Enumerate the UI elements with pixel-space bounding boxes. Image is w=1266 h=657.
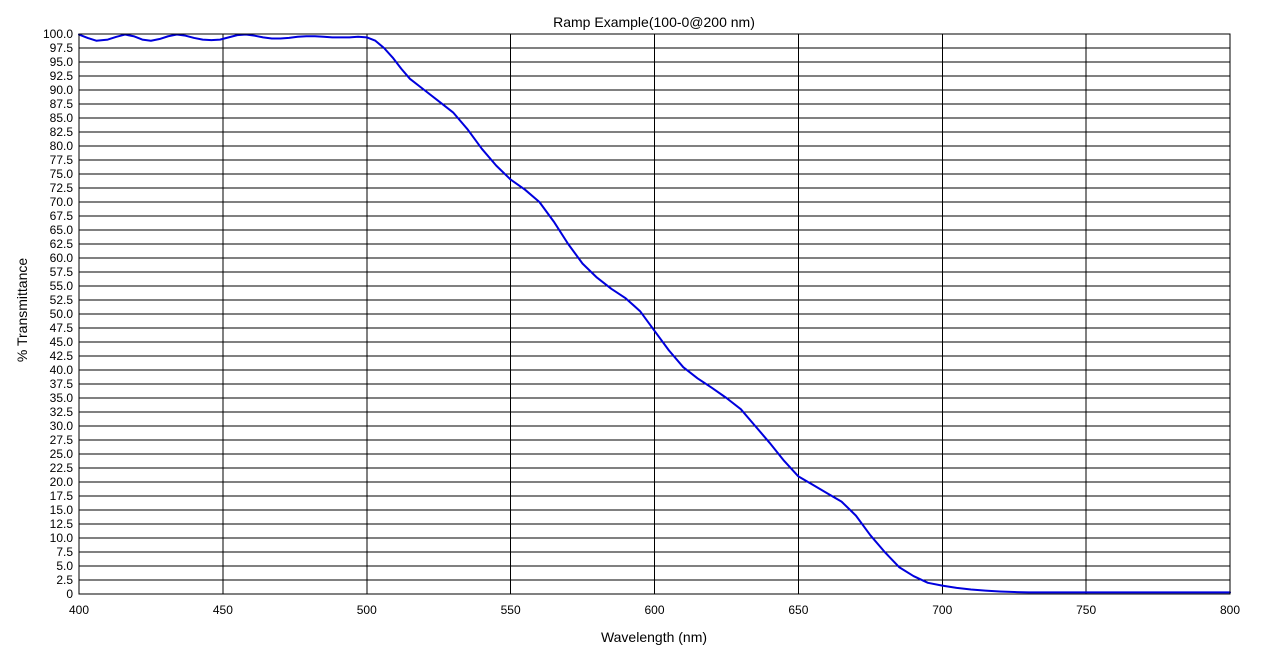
y-tick-label: 10.0: [50, 531, 74, 545]
y-tick-label: 55.0: [50, 279, 74, 293]
y-tick-label: 0: [66, 587, 73, 601]
x-tick-label: 550: [501, 603, 521, 617]
grid-lines: [78, 33, 1231, 595]
y-tick-label: 82.5: [50, 125, 74, 139]
series-line: [78, 33, 1231, 594]
y-tick-label: 75.0: [50, 167, 74, 181]
y-tick-label: 17.5: [50, 489, 74, 503]
y-tick-label: 50.0: [50, 307, 74, 321]
y-tick-label: 40.0: [50, 363, 74, 377]
y-tick-label: 92.5: [50, 69, 74, 83]
x-tick-labels: 400 450 500 550 600 650 700 750 800: [69, 603, 1240, 617]
x-tick-label: 400: [69, 603, 89, 617]
y-tick-label: 57.5: [50, 265, 74, 279]
y-tick-label: 90.0: [50, 83, 74, 97]
x-tick-label: 450: [213, 603, 233, 617]
x-tick-label: 700: [932, 603, 952, 617]
x-tick-label: 600: [644, 603, 664, 617]
y-tick-label: 25.0: [50, 447, 74, 461]
y-tick-label: 37.5: [50, 377, 74, 391]
y-tick-label: 20.0: [50, 475, 74, 489]
x-tick-label: 750: [1076, 603, 1096, 617]
y-tick-label: 65.0: [50, 223, 74, 237]
y-tick-label: 60.0: [50, 251, 74, 265]
y-tick-label: 12.5: [50, 517, 74, 531]
y-tick-label: 35.0: [50, 391, 74, 405]
y-tick-labels: 02.55.07.510.012.515.017.520.022.525.027…: [43, 27, 73, 601]
y-tick-label: 100.0: [43, 27, 73, 41]
plot-frame: [78, 33, 1231, 595]
y-tick-label: 77.5: [50, 153, 74, 167]
x-axis-label: Wavelength (nm): [601, 629, 707, 645]
y-tick-label: 42.5: [50, 349, 74, 363]
x-tick-label: 650: [788, 603, 808, 617]
y-tick-label: 7.5: [56, 545, 73, 559]
y-tick-label: 45.0: [50, 335, 74, 349]
y-axis-label: % Transmittance: [14, 258, 30, 362]
series-layer: [78, 33, 1231, 594]
y-tick-label: 22.5: [50, 461, 74, 475]
y-tick-label: 2.5: [56, 573, 73, 587]
y-tick-label: 70.0: [50, 195, 74, 209]
y-tick-label: 15.0: [50, 503, 74, 517]
y-tick-label: 87.5: [50, 97, 74, 111]
y-tick-label: 52.5: [50, 293, 74, 307]
x-tick-label: 500: [357, 603, 377, 617]
y-tick-label: 85.0: [50, 111, 74, 125]
y-tick-label: 47.5: [50, 321, 74, 335]
y-tick-label: 67.5: [50, 209, 74, 223]
y-tick-label: 5.0: [56, 559, 73, 573]
y-tick-label: 72.5: [50, 181, 74, 195]
chart-title: Ramp Example(100-0@200 nm): [553, 14, 755, 30]
x-tick-label: 800: [1220, 603, 1240, 617]
y-tick-label: 95.0: [50, 55, 74, 69]
y-tick-label: 32.5: [50, 405, 74, 419]
y-tick-label: 62.5: [50, 237, 74, 251]
y-tick-label: 97.5: [50, 41, 74, 55]
y-tick-label: 80.0: [50, 139, 74, 153]
y-tick-label: 27.5: [50, 433, 74, 447]
y-tick-label: 30.0: [50, 419, 74, 433]
